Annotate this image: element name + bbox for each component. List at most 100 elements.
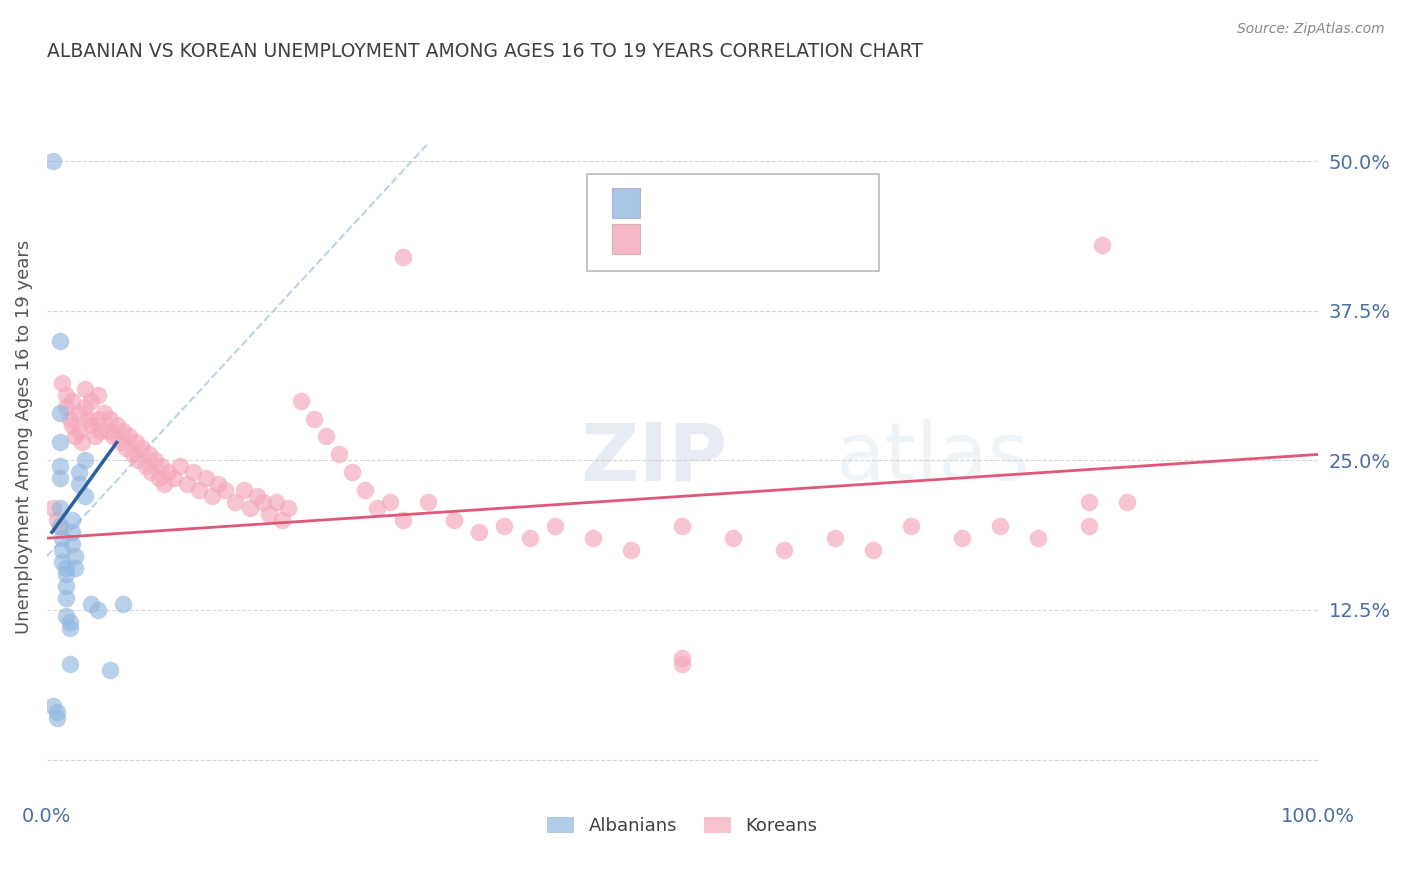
Point	[84, 429, 107, 443]
Point	[60, 417, 83, 432]
Point	[73, 382, 96, 396]
Point	[340, 466, 363, 480]
Point	[1026, 531, 1049, 545]
Point	[48, 501, 70, 516]
Point	[620, 543, 643, 558]
Point	[900, 519, 922, 533]
Point	[67, 424, 90, 438]
Point	[73, 489, 96, 503]
Point	[67, 406, 90, 420]
Point	[245, 489, 267, 503]
Point	[48, 519, 70, 533]
Point	[468, 525, 491, 540]
Point	[55, 561, 77, 575]
Text: 93: 93	[838, 230, 862, 248]
Point	[1078, 519, 1101, 533]
Point	[48, 435, 70, 450]
Point	[181, 466, 204, 480]
Point	[1078, 495, 1101, 509]
Point	[353, 483, 375, 498]
Point	[169, 459, 191, 474]
Point	[67, 477, 90, 491]
Point	[135, 459, 157, 474]
Text: N =: N =	[786, 230, 827, 248]
Point	[100, 411, 122, 425]
Point	[315, 429, 337, 443]
Point	[125, 435, 148, 450]
Point	[378, 495, 401, 509]
Text: 0.185: 0.185	[714, 194, 770, 212]
Point	[67, 466, 90, 480]
Point	[63, 549, 86, 563]
Point	[55, 579, 77, 593]
Point	[214, 483, 236, 498]
Point	[46, 711, 69, 725]
Point	[105, 417, 128, 432]
Point	[1116, 495, 1139, 509]
Point	[87, 411, 110, 425]
Point	[418, 495, 440, 509]
Point	[544, 519, 567, 533]
Point	[42, 501, 65, 516]
Point	[42, 154, 65, 169]
Point	[150, 459, 173, 474]
Point	[988, 519, 1011, 533]
Point	[224, 495, 246, 509]
Text: 0.141: 0.141	[714, 230, 770, 248]
Point	[671, 657, 693, 671]
Point	[950, 531, 973, 545]
Point	[232, 483, 254, 498]
Text: R =: R =	[654, 230, 692, 248]
Point	[259, 508, 281, 522]
Point	[59, 411, 82, 425]
Point	[87, 603, 110, 617]
Point	[862, 543, 884, 558]
Text: ALBANIAN VS KOREAN UNEMPLOYMENT AMONG AGES 16 TO 19 YEARS CORRELATION CHART: ALBANIAN VS KOREAN UNEMPLOYMENT AMONG AG…	[46, 42, 922, 61]
Point	[148, 471, 170, 485]
Point	[101, 429, 124, 443]
Point	[582, 531, 605, 545]
Text: ZIP: ZIP	[581, 419, 728, 497]
Point	[80, 393, 103, 408]
Point	[97, 424, 120, 438]
Point	[188, 483, 211, 498]
Legend: Albanians, Koreans: Albanians, Koreans	[538, 807, 827, 844]
Point	[176, 477, 198, 491]
Point	[122, 447, 145, 461]
Point	[773, 543, 796, 558]
Point	[55, 387, 77, 401]
Point	[302, 411, 325, 425]
Point	[51, 543, 73, 558]
Point	[143, 453, 166, 467]
Point	[671, 650, 693, 665]
Point	[60, 525, 83, 540]
Point	[55, 609, 77, 624]
Point	[114, 442, 136, 456]
Point	[51, 376, 73, 390]
Point	[721, 531, 744, 545]
Point	[194, 471, 217, 485]
Point	[153, 477, 176, 491]
Point	[328, 447, 350, 461]
Point	[277, 501, 299, 516]
Point	[264, 495, 287, 509]
Point	[73, 453, 96, 467]
Point	[391, 513, 413, 527]
Point	[80, 597, 103, 611]
Point	[76, 411, 98, 425]
Point	[519, 531, 541, 545]
Point	[63, 429, 86, 443]
Point	[42, 698, 65, 713]
Point	[48, 334, 70, 348]
Point	[494, 519, 516, 533]
Point	[48, 471, 70, 485]
Point	[46, 705, 69, 719]
Point	[72, 435, 94, 450]
Text: N =: N =	[786, 194, 827, 212]
Y-axis label: Unemployment Among Ages 16 to 19 years: Unemployment Among Ages 16 to 19 years	[15, 239, 32, 633]
Point	[271, 513, 294, 527]
Point	[48, 519, 70, 533]
Text: Source: ZipAtlas.com: Source: ZipAtlas.com	[1237, 22, 1385, 37]
Point	[73, 400, 96, 414]
Point	[131, 442, 153, 456]
